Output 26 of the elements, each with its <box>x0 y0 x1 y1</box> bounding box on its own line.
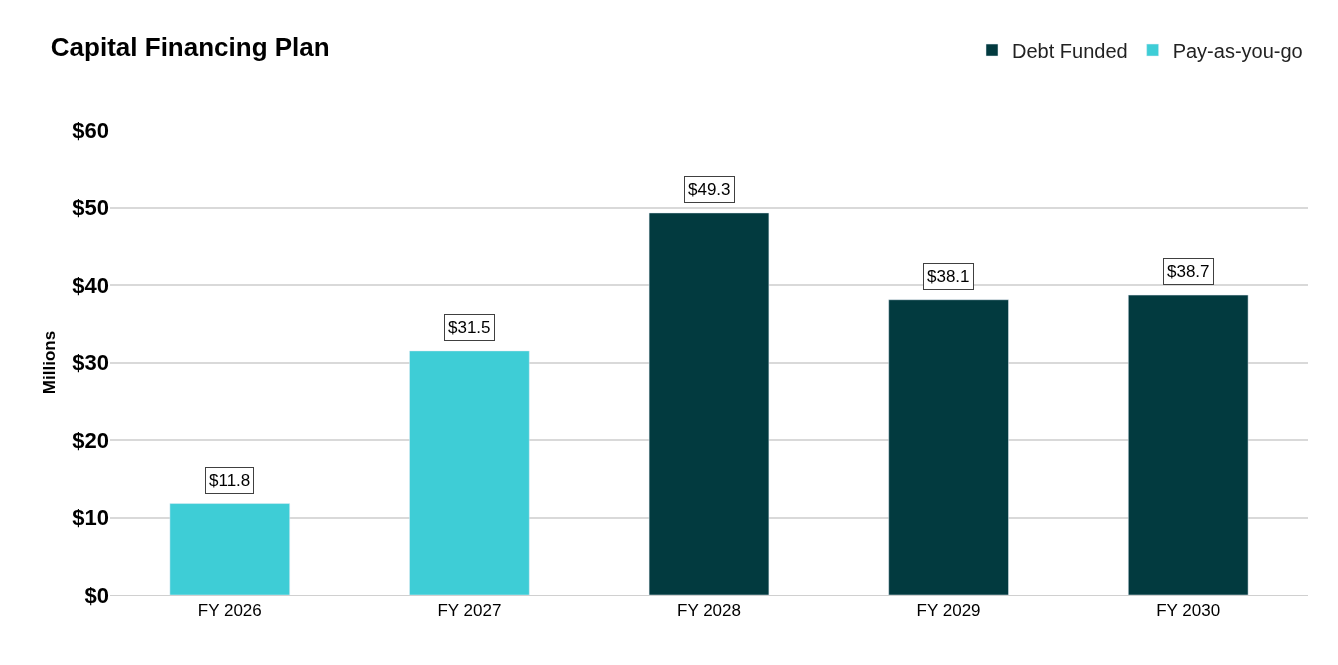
y-tick-label: $0 <box>84 582 109 608</box>
legend-label: Debt Funded <box>1012 39 1128 62</box>
bar <box>648 212 770 595</box>
y-tick-label: $30 <box>72 350 109 376</box>
bar <box>888 299 1009 595</box>
y-tick-label: $20 <box>72 427 109 453</box>
y-tick-label: $10 <box>72 505 109 531</box>
y-tick-label: $40 <box>72 272 109 298</box>
data-label: $38.1 <box>927 267 970 286</box>
chart-title: Capital Financing Plan <box>50 31 330 62</box>
x-tick-label: FY 2030 <box>1156 601 1221 621</box>
data-label: $49.3 <box>688 180 731 199</box>
x-tick-label: FY 2027 <box>437 601 502 621</box>
data-label: $38.7 <box>1167 262 1210 281</box>
data-label: $31.5 <box>448 318 491 337</box>
x-tick-label: FY 2029 <box>916 601 981 621</box>
y-tick-label: $50 <box>72 195 109 221</box>
y-axis-title: Millions <box>39 330 59 395</box>
legend-label: Pay-as-you-go <box>1172 39 1303 62</box>
y-tick-label: $60 <box>72 117 109 143</box>
bar <box>1128 294 1249 595</box>
x-tick-label: FY 2028 <box>677 601 741 621</box>
bar <box>169 503 290 595</box>
bar <box>409 350 530 595</box>
x-tick-label: FY 2026 <box>197 601 262 621</box>
data-label: $11.8 <box>209 471 251 490</box>
